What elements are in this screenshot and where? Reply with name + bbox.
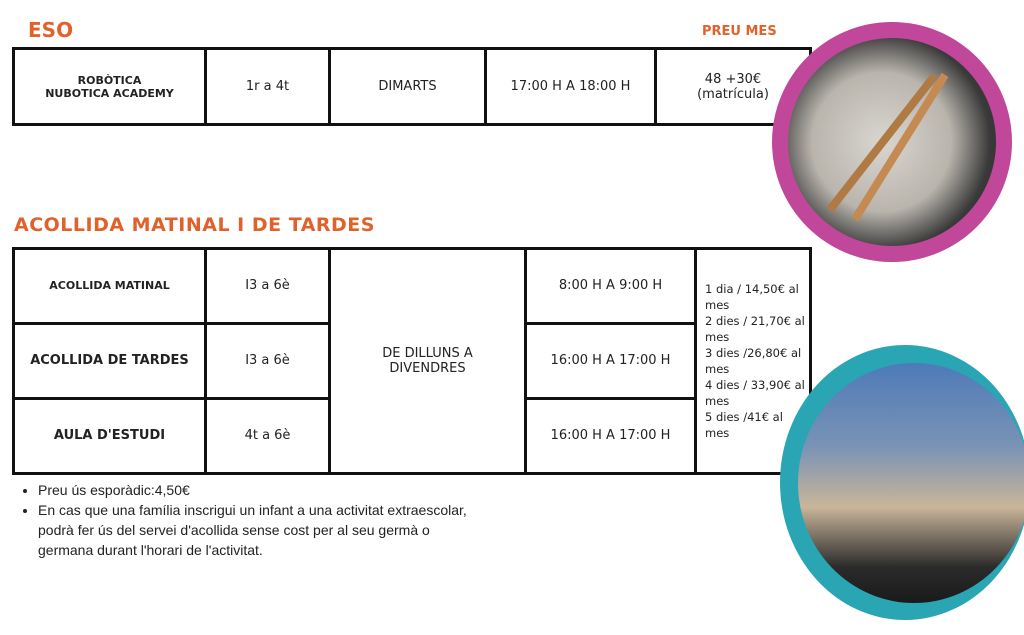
price-item: 4 dies / 33,90€ al mes xyxy=(705,378,805,408)
table-row: ROBÒTICA NUBOTICA ACADEMY 1r a 4t DIMARTS… xyxy=(12,47,812,126)
time: 17:00 H A 18:00 H xyxy=(484,47,657,126)
note: Preu ús esporàdic:4,50€ xyxy=(38,480,478,500)
grades: I3 a 6è xyxy=(204,321,331,400)
drumstick-image xyxy=(826,73,938,213)
robotics-photo xyxy=(780,345,1024,620)
price-item: 5 dies /41€ al mes xyxy=(705,410,783,440)
grades: 4t a 6è xyxy=(204,396,331,476)
grades: 1r a 4t xyxy=(204,47,331,126)
activity-provider: NUBOTICA ACADEMY xyxy=(45,86,174,100)
acollida-table: ACOLLIDA MATINAL I3 a 6è DE DILLUNS A DI… xyxy=(12,247,812,476)
price-note: (matrícula) xyxy=(697,86,769,102)
acollida-title: ACOLLIDA MATINAL I DE TARDES xyxy=(14,214,375,236)
activity: AULA D'ESTUDI xyxy=(12,396,207,476)
time: 16:00 H A 17:00 H xyxy=(524,321,697,400)
activity: ROBÒTICA xyxy=(77,73,142,87)
activity: ACOLLIDA DE TARDES xyxy=(12,321,207,400)
eso-table: ROBÒTICA NUBOTICA ACADEMY 1r a 4t DIMARTS… xyxy=(12,47,812,126)
price-item: 2 dies / 21,70€ al mes xyxy=(705,314,805,344)
price-header: PREU MES xyxy=(702,24,777,39)
price-item: 1 dia / 14,50€ al mes xyxy=(705,282,799,312)
time: 8:00 H A 9:00 H xyxy=(524,247,697,325)
activity: ACOLLIDA MATINAL xyxy=(12,247,207,325)
table-row: ACOLLIDA DE TARDES I3 a 6è 16:00 H A 17:… xyxy=(12,321,811,400)
day: DIMARTS xyxy=(328,47,487,126)
notes-list: Preu ús esporàdic:4,50€ En cas que una f… xyxy=(18,480,478,560)
drum-photo xyxy=(772,22,1012,262)
price-item: 3 dies /26,80€ al mes xyxy=(705,346,802,376)
days: DE DILLUNS A DIVENDRES xyxy=(328,247,527,475)
grades: I3 a 6è xyxy=(204,247,331,325)
eso-title: ESO xyxy=(28,18,74,42)
table-row: AULA D'ESTUDI 4t a 6è 16:00 H A 17:00 H xyxy=(12,396,811,476)
time: 16:00 H A 17:00 H xyxy=(524,396,697,476)
table-row: ACOLLIDA MATINAL I3 a 6è DE DILLUNS A DI… xyxy=(12,247,812,475)
note: En cas que una família inscrigui un infa… xyxy=(38,500,478,560)
price: 48 +30€ xyxy=(704,71,762,87)
